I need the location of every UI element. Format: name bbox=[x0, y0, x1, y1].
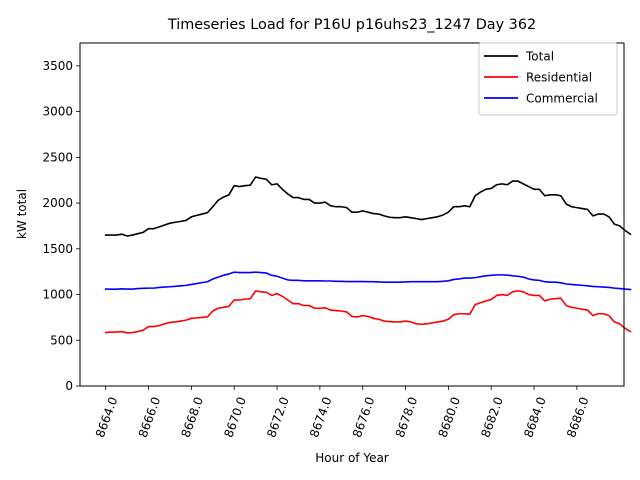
series-line-residential bbox=[104, 290, 632, 334]
legend: Total Residential Commercial bbox=[478, 42, 618, 116]
y-tick-label: 0 bbox=[65, 379, 73, 393]
y-tick-label: 500 bbox=[50, 333, 73, 347]
x-tick-label: 8666.0 bbox=[136, 395, 164, 439]
x-tick-label: 8672.0 bbox=[264, 395, 292, 439]
y-tick-label: 3000 bbox=[42, 105, 73, 119]
x-tick-label: 8674.0 bbox=[307, 395, 335, 439]
legend-box bbox=[478, 42, 618, 116]
x-tick-label: 8664.0 bbox=[93, 395, 121, 439]
series-line-total bbox=[104, 176, 632, 237]
y-tick-label: 2500 bbox=[42, 150, 73, 164]
series-layer bbox=[104, 176, 632, 334]
x-tick-label: 8670.0 bbox=[221, 395, 249, 439]
x-tick-label: 8676.0 bbox=[350, 395, 378, 439]
y-tick-label: 3500 bbox=[42, 59, 73, 73]
x-axis-ticks: 8664.0 8666.0 8668.0 8670.0 8672.0 8674.0 8676… bbox=[93, 386, 592, 439]
x-tick-label: 8678.0 bbox=[393, 395, 421, 439]
chart-title: Timeseries Load for P16U p16uhs23_1247 D… bbox=[167, 17, 536, 33]
x-tick-label: 8680.0 bbox=[436, 395, 464, 439]
y-tick-label: 1500 bbox=[42, 242, 73, 256]
legend-label-residential: Residential bbox=[526, 71, 592, 85]
y-tick-label: 2000 bbox=[42, 196, 73, 210]
x-tick-label: 8684.0 bbox=[521, 395, 549, 439]
x-tick-label: 8686.0 bbox=[564, 395, 592, 439]
legend-label-total: Total bbox=[525, 50, 554, 64]
y-axis-ticks: 0 500 1000 1500 2000 2500 3000 3500 bbox=[42, 59, 80, 393]
x-tick-label: 8682.0 bbox=[478, 395, 506, 439]
legend-label-commercial: Commercial bbox=[526, 92, 598, 106]
x-tick-label: 8668.0 bbox=[179, 395, 207, 439]
series-line-commercial bbox=[104, 271, 632, 291]
plot-frame bbox=[79, 42, 625, 387]
x-axis-label: Hour of Year bbox=[315, 451, 389, 465]
y-tick-label: 1000 bbox=[42, 288, 73, 302]
y-axis-label: kW total bbox=[15, 189, 29, 239]
